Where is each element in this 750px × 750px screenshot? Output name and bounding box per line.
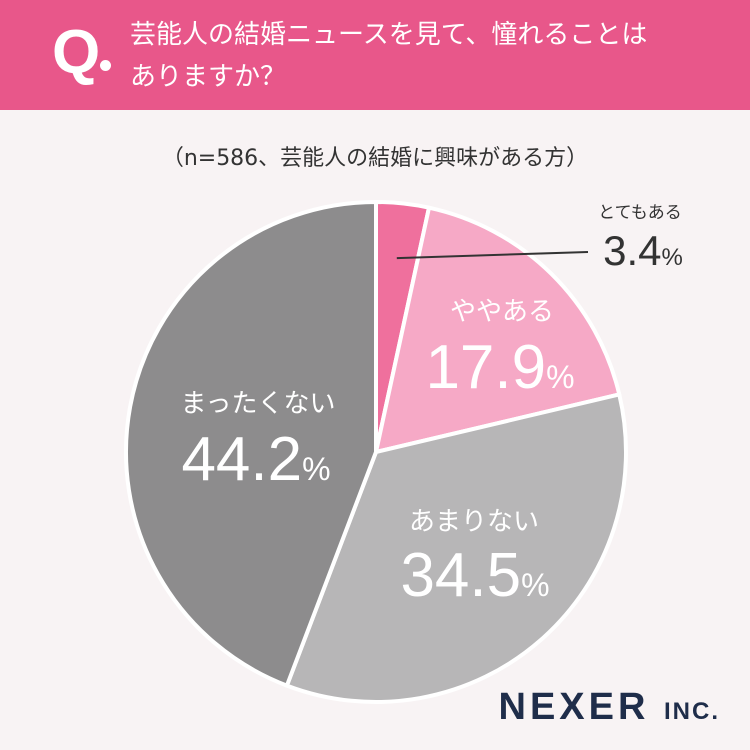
question-line-2: ありますか？	[130, 62, 287, 92]
pie-labels: とてもある 3.4% ややある 17.9% あまりない 34.5% まったくない 44.2%	[181, 203, 683, 610]
leader-line	[396, 251, 589, 260]
question-mark-dot	[100, 60, 111, 71]
label-yaya-aru: ややある	[450, 297, 554, 327]
slice-yaya-aru	[373, 205, 622, 455]
logo-name: NEXER	[498, 686, 650, 728]
label-amari-nai: あまりない	[409, 507, 539, 537]
label-mattaku-nai: まったくない	[181, 389, 336, 419]
pie-slices	[124, 199, 628, 704]
company-logo: NEXER INC.	[499, 686, 720, 729]
value-yaya-aru: 17.9%	[425, 333, 574, 402]
slice-mattaku-nai	[124, 199, 378, 689]
value-totemo-aru: 3.4%	[603, 227, 683, 274]
sample-note: （n=586、芸能人の結婚に興味がある方）	[161, 146, 589, 171]
value-amari-nai: 34.5%	[400, 541, 549, 610]
question-header: Q 芸能人の結婚ニュースを見て、憧れることは ありますか？	[0, 0, 750, 110]
question-text: 芸能人の結婚ニュースを見て、憧れることは ありますか？	[130, 14, 720, 98]
label-totemo-aru: とてもある	[598, 203, 682, 223]
question-line-1: 芸能人の結婚ニュースを見て、憧れることは	[130, 20, 648, 50]
slice-amari-nai	[284, 391, 628, 704]
logo-suffix: INC.	[664, 698, 720, 725]
value-mattaku-nai: 44.2%	[181, 425, 330, 494]
question-mark: Q	[52, 18, 101, 87]
